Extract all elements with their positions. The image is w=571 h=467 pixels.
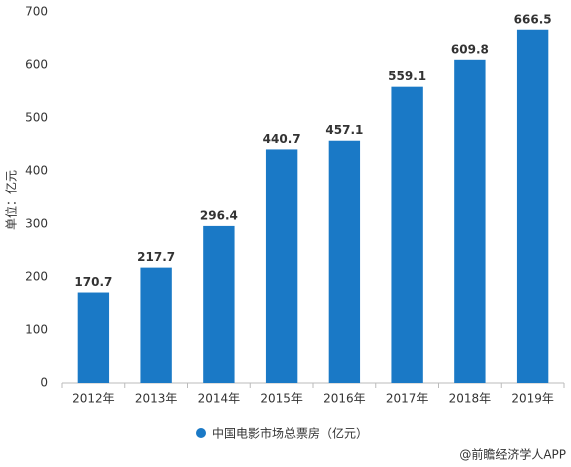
x-tick-label: 2013年 [135, 392, 178, 406]
x-tick-label: 2015年 [260, 392, 303, 406]
y-tick-label: 100 [25, 323, 48, 337]
x-tick-label: 2014年 [198, 392, 241, 406]
legend-marker [196, 428, 206, 438]
y-axis-label: 单位：亿元 [4, 170, 19, 230]
bar [140, 267, 172, 383]
x-tick-label: 2016年 [323, 392, 366, 406]
x-tick-label: 2012年 [72, 392, 115, 406]
value-label: 666.5 [514, 12, 552, 26]
x-tick-label: 2017年 [386, 392, 429, 406]
value-label: 609.8 [451, 42, 489, 56]
x-tick-label: 2019年 [511, 392, 554, 406]
y-tick-label: 300 [25, 217, 48, 231]
x-tick-label: 2018年 [449, 392, 492, 406]
value-label: 457.1 [325, 123, 363, 137]
bar [265, 149, 298, 383]
y-tick-label: 200 [25, 270, 48, 284]
y-tick-label: 600 [25, 58, 48, 72]
y-tick-label: 700 [25, 5, 48, 19]
value-label: 440.7 [263, 132, 301, 146]
y-tick-label: 0 [40, 376, 48, 390]
bar [328, 140, 361, 383]
value-label: 296.4 [200, 208, 238, 222]
bar [454, 59, 486, 383]
bar [391, 86, 423, 383]
y-tick-label: 400 [25, 164, 48, 178]
bar [77, 292, 110, 383]
value-label: 170.7 [74, 275, 112, 289]
source: @前瞻经济学人APP [459, 447, 566, 462]
legend-label: 中国电影市场总票房（亿元） [212, 426, 368, 441]
value-label: 559.1 [388, 69, 426, 83]
bar [516, 29, 549, 383]
bar [203, 225, 235, 383]
y-tick-label: 500 [25, 111, 48, 125]
value-label: 217.7 [137, 250, 175, 264]
